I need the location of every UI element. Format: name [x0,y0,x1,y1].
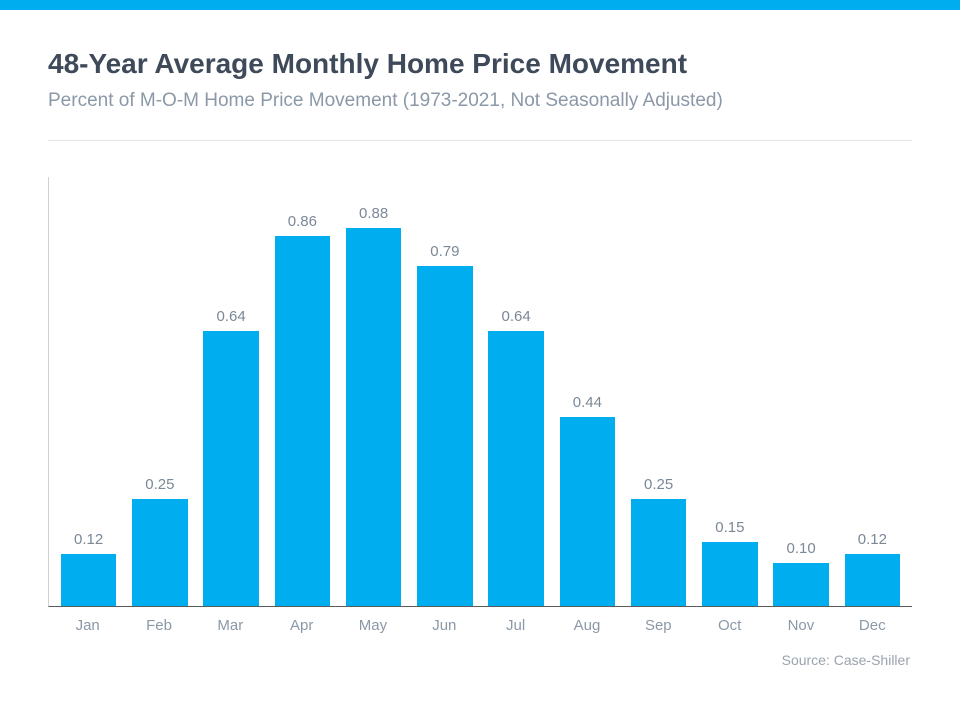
bar [275,236,331,606]
bar [132,499,188,607]
x-axis-tick: Jun [409,617,480,634]
bar-value-label: 0.15 [715,519,744,536]
source-caption: Source: Case-Shiller [48,652,912,668]
bar [773,563,829,606]
x-axis: JanFebMarAprMayJunJulAugSepOctNovDec [48,617,912,634]
divider-rule [48,140,912,141]
bar-column: 0.12 [53,177,124,606]
x-axis-tick: Aug [551,617,622,634]
x-axis-tick: Dec [837,617,908,634]
bar-value-label: 0.10 [787,540,816,557]
bar [702,542,758,607]
chart-subtitle: Percent of M-O-M Home Price Movement (19… [48,90,912,112]
bar-value-label: 0.44 [573,394,602,411]
bar [61,554,117,606]
bar-column: 0.79 [409,177,480,606]
bar-column: 0.25 [124,177,195,606]
bar [631,499,687,607]
x-axis-tick: Feb [123,617,194,634]
bar-column: 0.64 [481,177,552,606]
bar-value-label: 0.88 [359,205,388,222]
chart-title: 48-Year Average Monthly Home Price Movem… [48,48,912,80]
bar-value-label: 0.25 [644,476,673,493]
x-axis-tick: May [337,617,408,634]
bar-value-label: 0.64 [502,308,531,325]
bar [203,331,259,606]
bar-column: 0.15 [694,177,765,606]
bar-column: 0.44 [552,177,623,606]
bar [560,417,616,606]
bar-value-label: 0.86 [288,213,317,230]
bar-value-label: 0.12 [74,531,103,548]
bar-value-label: 0.79 [430,243,459,260]
bar [845,554,901,606]
x-axis-tick: Jan [52,617,123,634]
bar-column: 0.86 [267,177,338,606]
x-axis-tick: Apr [266,617,337,634]
x-axis-tick: Sep [623,617,694,634]
bar [488,331,544,606]
chart-container: 48-Year Average Monthly Home Price Movem… [0,10,960,668]
bar-column: 0.12 [837,177,908,606]
bar-column: 0.10 [766,177,837,606]
x-axis-tick: Nov [765,617,836,634]
bar [346,228,402,606]
x-axis-tick: Mar [195,617,266,634]
bar [417,266,473,606]
chart-area: 0.12 0.25 0.64 0.86 0.88 0.79 0.64 0.44 0.25 0.15… [48,177,912,668]
bar-value-label: 0.12 [858,531,887,548]
bar-value-label: 0.25 [145,476,174,493]
bar-column: 0.64 [196,177,267,606]
top-accent-bar [0,0,960,10]
x-axis-tick: Jul [480,617,551,634]
bar-value-label: 0.64 [217,308,246,325]
plot-area: 0.12 0.25 0.64 0.86 0.88 0.79 0.64 0.44 0.25 0.15… [48,177,912,607]
bar-column: 0.25 [623,177,694,606]
x-axis-tick: Oct [694,617,765,634]
bar-column: 0.88 [338,177,409,606]
